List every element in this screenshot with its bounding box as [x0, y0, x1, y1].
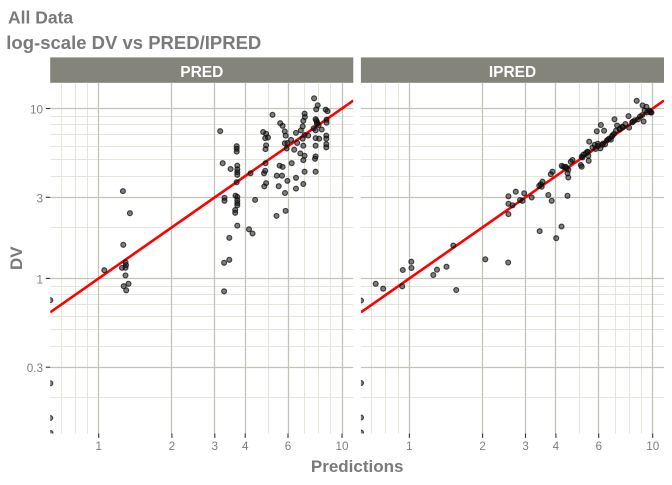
svg-text:3: 3 [36, 192, 43, 205]
svg-text:6: 6 [285, 440, 292, 453]
svg-text:PRED: PRED [180, 64, 223, 81]
svg-text:log-scale DV vs PRED/IPRED: log-scale DV vs PRED/IPRED [6, 32, 261, 53]
svg-text:3: 3 [212, 440, 219, 453]
svg-text:4: 4 [242, 440, 249, 453]
svg-text:10: 10 [646, 440, 660, 453]
svg-text:All Data: All Data [8, 8, 73, 28]
svg-text:0.3: 0.3 [27, 362, 43, 375]
svg-text:2: 2 [169, 440, 176, 453]
svg-text:10: 10 [30, 104, 44, 117]
svg-text:IPRED: IPRED [489, 64, 536, 81]
svg-text:10: 10 [335, 440, 349, 453]
svg-text:3: 3 [522, 440, 529, 453]
svg-text:1: 1 [36, 273, 43, 286]
svg-text:6: 6 [595, 440, 602, 453]
svg-text:4: 4 [553, 440, 560, 453]
svg-text:DV: DV [7, 246, 26, 270]
svg-text:2: 2 [479, 440, 486, 453]
svg-text:1: 1 [95, 440, 102, 453]
svg-text:1: 1 [406, 440, 413, 453]
svg-text:Predictions: Predictions [311, 457, 404, 476]
